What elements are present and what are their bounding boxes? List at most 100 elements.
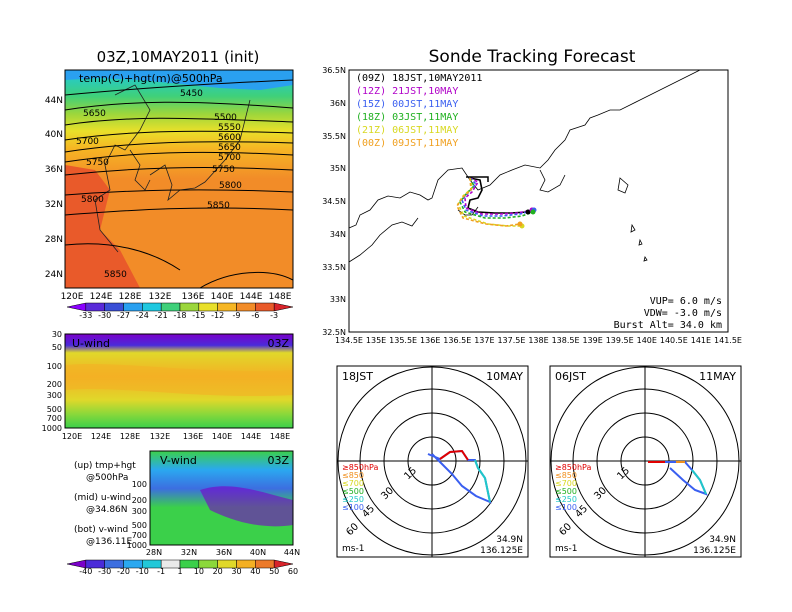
y-tick-label: 32N bbox=[45, 200, 63, 210]
colorbar-swatch bbox=[198, 302, 218, 312]
temp-map-y-ticks: 44N 40N 36N 32N 28N 24N bbox=[45, 96, 63, 280]
y-tick-label: 700 bbox=[132, 531, 147, 540]
y-tick-label: 500 bbox=[47, 405, 62, 414]
v-wind-time: 03Z bbox=[267, 454, 289, 467]
legend-up-line1: (up) tmp+hgt bbox=[74, 461, 136, 471]
level-legend: ≤700 bbox=[555, 479, 577, 488]
warm-region bbox=[65, 165, 140, 288]
level-legend: ≤500 bbox=[342, 487, 364, 496]
y-tick-label: 1000 bbox=[42, 424, 62, 433]
colorbar-swatch bbox=[179, 302, 200, 312]
legend-mid-line1: (mid) u-wind bbox=[74, 493, 131, 503]
x-tick-label: 128E bbox=[119, 292, 142, 302]
x-tick-label: 132E bbox=[150, 432, 170, 441]
legend-mid-line2: @34.86N bbox=[86, 505, 128, 515]
contour-label: 5800 bbox=[81, 195, 104, 205]
vup-text: VUP= 6.0 m/s bbox=[650, 296, 722, 307]
y-tick-label: 33.5N bbox=[322, 263, 346, 272]
track-map-panel: (09Z) 18JST,10MAY2011 (12Z) 21JST,10MAY … bbox=[322, 66, 742, 345]
u-wind-panel: U-wind 03Z 30 50 100 200 300 500 700 100… bbox=[42, 330, 294, 441]
hodo-left-trace-upper bbox=[474, 459, 491, 503]
level-legend: ≤250 bbox=[555, 495, 577, 504]
u-wind-frame bbox=[64, 333, 294, 429]
colorbar-label: -9 bbox=[233, 311, 241, 320]
contour-label: 5700 bbox=[76, 137, 99, 147]
v-wind-frame bbox=[149, 450, 294, 546]
hodo-right-date: 11MAY bbox=[699, 370, 736, 383]
level-legend: ≥850hPa bbox=[342, 463, 379, 472]
init-title: 03Z,10MAY2011 (init) bbox=[97, 48, 260, 66]
contour-label: 5550 bbox=[218, 123, 241, 133]
y-tick-label: 200 bbox=[132, 496, 147, 505]
colorbar-label: -40 bbox=[79, 567, 92, 576]
x-tick-label: 140E bbox=[212, 432, 232, 441]
sonde-track bbox=[467, 177, 529, 214]
x-tick-label: 135E bbox=[366, 336, 386, 345]
hodo-left-date: 10MAY bbox=[486, 370, 523, 383]
y-tick-label: 300 bbox=[132, 507, 147, 516]
y-tick-label: 1000 bbox=[127, 541, 147, 550]
y-tick-label: 24N bbox=[45, 270, 63, 280]
hodo-right-time: 06JST bbox=[555, 370, 586, 383]
v-wind-y-ticks: 100 200 300 500 700 1000 bbox=[127, 480, 147, 550]
y-tick-label: 33N bbox=[330, 295, 346, 304]
hodograph-right: 15 30 45 60 06JST 11MAY ≥850hPa ≤850 ≤70… bbox=[549, 365, 742, 558]
y-tick-label: 40N bbox=[45, 130, 63, 140]
colorbar-swatch bbox=[273, 302, 294, 312]
x-tick-label: 140E bbox=[637, 336, 657, 345]
v-wind-label: V-wind bbox=[160, 454, 197, 467]
contour-labels: 5450 5500 5550 5600 5650 5700 5750 5800 … bbox=[76, 89, 242, 280]
colorbar-label: -3 bbox=[270, 311, 278, 320]
contour-label: 5600 bbox=[218, 133, 241, 143]
burst-point bbox=[525, 209, 531, 215]
track-legend-item: (18Z) 03JST,11MAY bbox=[356, 112, 458, 123]
y-tick-label: 700 bbox=[47, 414, 62, 423]
hodo-right-rings bbox=[550, 366, 741, 557]
colorbar-swatch bbox=[160, 302, 181, 312]
x-tick-label: 137E bbox=[474, 336, 494, 345]
colorbar-label: 30 bbox=[231, 567, 241, 576]
hodo-left-rings bbox=[337, 366, 528, 557]
x-tick-label: 32N bbox=[181, 548, 197, 557]
colorbar-label: -33 bbox=[79, 311, 92, 320]
y-tick-label: 36.5N bbox=[322, 66, 346, 75]
colorbar-swatch bbox=[273, 559, 294, 569]
temp-overlay-label: temp(C)+hgt(m)@500hPa bbox=[79, 72, 223, 85]
colorbar-swatch bbox=[85, 302, 105, 312]
x-tick-label: 138E bbox=[528, 336, 548, 345]
contour-label: 5700 bbox=[218, 153, 241, 163]
colorbar-label: 10 bbox=[194, 567, 204, 576]
x-tick-label: 124E bbox=[90, 292, 113, 302]
colorbar-label: 1 bbox=[177, 567, 182, 576]
temp-map-frame bbox=[64, 69, 294, 289]
u-wind-label: U-wind bbox=[72, 337, 110, 350]
x-tick-label: 124E bbox=[91, 432, 111, 441]
colorbar-label: -30 bbox=[98, 311, 111, 320]
level-legend: ≥850hPa bbox=[555, 463, 592, 472]
track-legend-item: (15Z) 00JST,11MAY bbox=[356, 99, 458, 110]
hodo-left-trace-low bbox=[439, 449, 469, 461]
x-tick-label: 120E bbox=[61, 292, 84, 302]
v-wind-x-ticks: 28N 32N 36N 40N 44N bbox=[146, 548, 300, 557]
coastline-asia bbox=[94, 84, 151, 253]
hodo-right-lon: 136.125E bbox=[693, 546, 736, 556]
x-tick-label: 136E bbox=[420, 336, 440, 345]
x-tick-label: 141.5E bbox=[714, 336, 742, 345]
colorbar-label: -1 bbox=[157, 567, 165, 576]
colorbar-label: -24 bbox=[136, 311, 149, 320]
level-legend: ≤500 bbox=[555, 487, 577, 496]
y-tick-label: 35.5N bbox=[322, 132, 346, 141]
track-legend-item: (09Z) 18JST,10MAY2011 bbox=[356, 73, 482, 84]
x-tick-label: 139.5E bbox=[606, 336, 634, 345]
x-tick-label: 144E bbox=[240, 292, 263, 302]
contour-label: 5650 bbox=[218, 143, 241, 153]
colorbar-label: -27 bbox=[117, 311, 130, 320]
colorbar-label: 20 bbox=[213, 567, 223, 576]
hodo-right-lat: 34.9N bbox=[709, 535, 736, 545]
y-tick-label: 34N bbox=[330, 230, 346, 239]
contour-label: 5450 bbox=[180, 89, 203, 99]
x-tick-label: 139E bbox=[582, 336, 602, 345]
x-tick-label: 128E bbox=[120, 432, 140, 441]
x-tick-label: 120E bbox=[62, 432, 82, 441]
